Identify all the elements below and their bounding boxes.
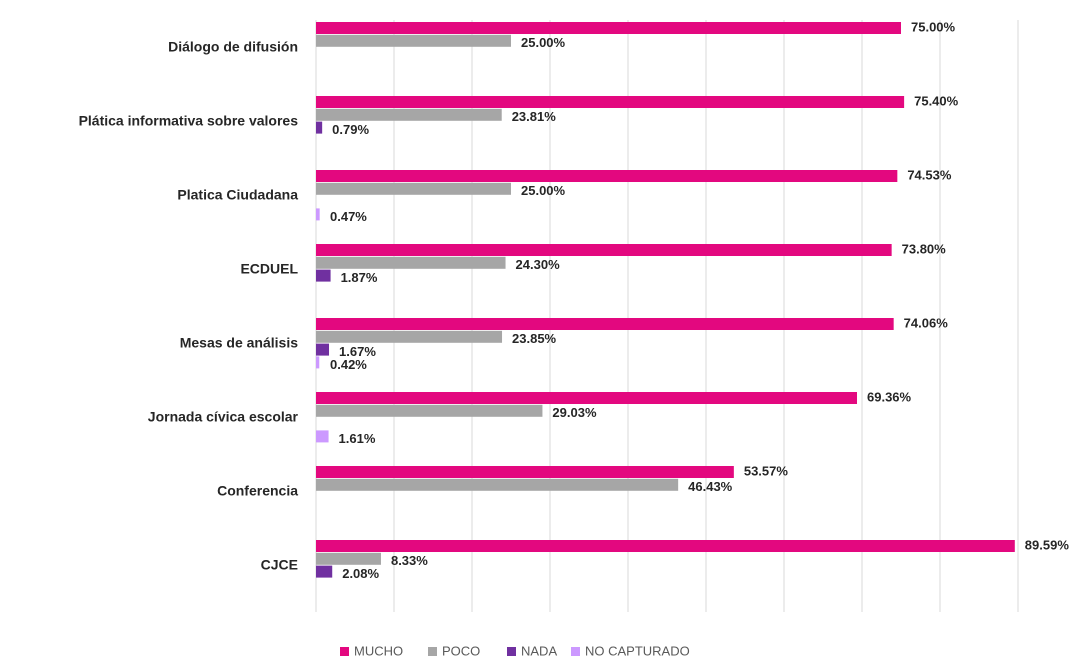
- value-label: 69.36%: [867, 389, 912, 404]
- value-label: 89.59%: [1025, 537, 1070, 552]
- value-label: 23.85%: [512, 331, 557, 346]
- bar: [316, 170, 898, 182]
- value-label: 1.87%: [341, 270, 378, 285]
- bar: [316, 22, 901, 34]
- bar: [316, 108, 502, 121]
- category-label: Mesas de análisis: [180, 335, 299, 351]
- bar: [316, 552, 381, 565]
- bar: [316, 330, 503, 343]
- value-label: 74.06%: [904, 315, 949, 330]
- value-label: 25.00%: [521, 35, 566, 50]
- value-label: 53.57%: [744, 463, 789, 478]
- value-label: 73.80%: [902, 241, 947, 256]
- value-label: 0.79%: [332, 122, 369, 137]
- bar: [316, 478, 679, 491]
- legend-label: MUCHO: [354, 643, 403, 658]
- value-label: 1.61%: [339, 431, 376, 446]
- legend-swatch: [428, 647, 437, 656]
- value-label: 25.00%: [521, 183, 566, 198]
- bar: [316, 34, 511, 47]
- bar: [316, 208, 320, 221]
- bar: [316, 244, 892, 256]
- category-label: CJCE: [261, 557, 298, 573]
- legend-label: NO CAPTURADO: [585, 643, 690, 658]
- value-label: 75.00%: [911, 19, 956, 34]
- legend-swatch: [340, 647, 349, 656]
- bar: [316, 392, 858, 404]
- bar: [316, 356, 320, 369]
- legend-label: NADA: [521, 643, 557, 658]
- bar: [316, 256, 506, 269]
- legend-swatch: [571, 647, 580, 656]
- category-label: ECDUEL: [240, 261, 298, 277]
- category-label: Conferencia: [217, 483, 298, 499]
- value-label: 0.42%: [330, 357, 367, 372]
- value-label: 24.30%: [516, 257, 561, 272]
- bar: [316, 540, 1015, 552]
- value-label: 0.47%: [330, 209, 367, 224]
- category-label: Plática informativa sobre valores: [79, 113, 299, 129]
- bar: [316, 466, 734, 478]
- bar: [316, 182, 511, 195]
- value-label: 8.33%: [391, 553, 428, 568]
- category-label: Jornada cívica escolar: [148, 409, 299, 425]
- bar: [316, 404, 543, 417]
- value-label: 75.40%: [914, 93, 959, 108]
- value-label: 29.03%: [552, 405, 597, 420]
- category-label: Platica Ciudadana: [177, 187, 298, 203]
- bar: [316, 121, 323, 134]
- value-label: 74.53%: [907, 167, 952, 182]
- bar: [316, 430, 329, 443]
- bar: [316, 96, 905, 108]
- bar: [316, 269, 331, 282]
- value-label: 2.08%: [342, 566, 379, 581]
- bar: [316, 565, 333, 578]
- category-label: Diálogo de difusión: [168, 39, 298, 55]
- legend-label: POCO: [442, 643, 480, 658]
- value-label: 23.81%: [512, 109, 557, 124]
- value-label: 46.43%: [688, 479, 733, 494]
- value-label: 1.67%: [339, 344, 376, 359]
- legend-swatch: [507, 647, 516, 656]
- bar: [316, 343, 330, 356]
- bar: [316, 318, 894, 330]
